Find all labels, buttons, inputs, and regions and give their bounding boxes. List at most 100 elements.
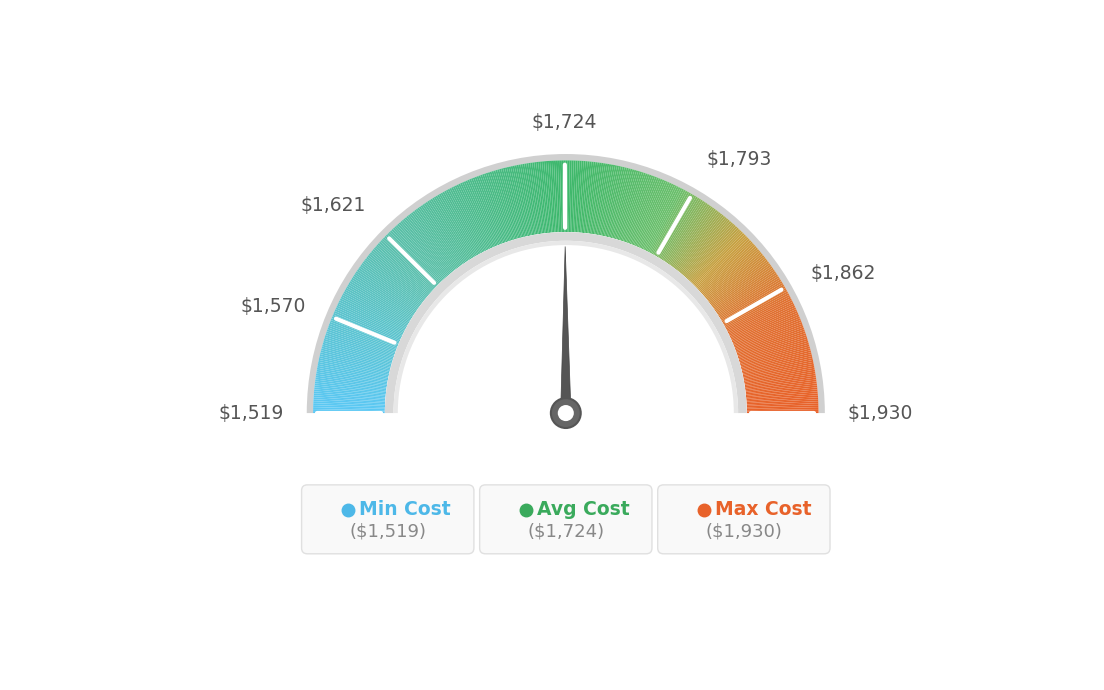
Wedge shape	[325, 335, 394, 359]
Wedge shape	[318, 364, 389, 380]
Wedge shape	[742, 356, 813, 373]
Wedge shape	[503, 168, 522, 238]
Wedge shape	[319, 356, 390, 373]
Wedge shape	[446, 190, 481, 254]
Wedge shape	[635, 179, 665, 246]
Wedge shape	[322, 344, 392, 365]
Wedge shape	[466, 180, 496, 247]
Wedge shape	[677, 213, 722, 271]
Wedge shape	[746, 389, 818, 397]
Wedge shape	[574, 161, 580, 233]
Wedge shape	[351, 277, 413, 317]
Wedge shape	[728, 298, 792, 332]
Wedge shape	[641, 184, 673, 249]
Wedge shape	[323, 339, 393, 362]
Polygon shape	[561, 246, 571, 427]
Wedge shape	[745, 384, 817, 393]
Wedge shape	[473, 177, 500, 245]
Wedge shape	[314, 391, 385, 399]
Wedge shape	[342, 293, 406, 328]
Wedge shape	[594, 164, 607, 235]
Text: ($1,519): ($1,519)	[349, 523, 426, 541]
Wedge shape	[709, 258, 766, 304]
Wedge shape	[322, 342, 392, 364]
Wedge shape	[626, 175, 651, 243]
Wedge shape	[617, 171, 640, 240]
Wedge shape	[650, 190, 686, 254]
Wedge shape	[315, 384, 386, 393]
Wedge shape	[691, 230, 742, 283]
Wedge shape	[633, 178, 660, 246]
Wedge shape	[625, 174, 649, 242]
Text: Min Cost: Min Cost	[359, 500, 450, 519]
Wedge shape	[417, 208, 460, 267]
Wedge shape	[743, 364, 814, 380]
Wedge shape	[491, 171, 514, 240]
Wedge shape	[733, 316, 800, 345]
Wedge shape	[675, 211, 719, 269]
Wedge shape	[746, 395, 818, 402]
Wedge shape	[743, 360, 814, 376]
Wedge shape	[496, 170, 517, 239]
Wedge shape	[337, 304, 403, 336]
Wedge shape	[314, 407, 385, 411]
Wedge shape	[746, 403, 818, 407]
Wedge shape	[597, 164, 612, 235]
Text: $1,724: $1,724	[532, 112, 597, 132]
FancyBboxPatch shape	[479, 485, 652, 554]
Wedge shape	[428, 199, 469, 261]
Wedge shape	[690, 229, 741, 282]
Wedge shape	[333, 311, 401, 342]
Wedge shape	[746, 400, 818, 404]
Wedge shape	[627, 175, 654, 244]
Wedge shape	[740, 344, 809, 365]
Wedge shape	[693, 235, 746, 286]
Wedge shape	[705, 252, 762, 299]
Wedge shape	[740, 342, 809, 364]
Wedge shape	[556, 161, 560, 233]
Wedge shape	[577, 161, 584, 233]
Wedge shape	[732, 313, 798, 342]
Wedge shape	[316, 373, 388, 386]
Wedge shape	[365, 258, 423, 304]
Wedge shape	[385, 232, 746, 413]
Wedge shape	[745, 385, 817, 395]
Wedge shape	[565, 160, 567, 232]
Wedge shape	[731, 311, 798, 342]
Wedge shape	[646, 186, 679, 251]
Wedge shape	[670, 206, 713, 266]
Wedge shape	[329, 324, 396, 351]
Wedge shape	[742, 352, 811, 371]
Wedge shape	[720, 279, 782, 319]
Wedge shape	[355, 271, 416, 313]
Wedge shape	[732, 315, 799, 344]
Wedge shape	[614, 169, 635, 239]
Wedge shape	[613, 169, 633, 239]
Wedge shape	[452, 187, 485, 252]
Wedge shape	[339, 300, 404, 333]
Wedge shape	[631, 177, 659, 245]
Wedge shape	[628, 176, 655, 244]
Wedge shape	[344, 290, 408, 326]
Wedge shape	[552, 161, 558, 233]
Wedge shape	[745, 375, 816, 388]
Wedge shape	[347, 286, 410, 324]
Wedge shape	[746, 387, 817, 396]
Wedge shape	[482, 174, 507, 242]
Wedge shape	[399, 222, 447, 277]
Wedge shape	[544, 161, 552, 233]
Wedge shape	[360, 264, 420, 308]
Wedge shape	[314, 395, 385, 402]
Wedge shape	[707, 255, 764, 301]
Wedge shape	[608, 167, 627, 237]
Wedge shape	[395, 225, 445, 279]
Wedge shape	[346, 288, 408, 325]
Wedge shape	[731, 309, 797, 340]
Wedge shape	[372, 249, 428, 297]
Wedge shape	[598, 164, 613, 235]
Wedge shape	[681, 218, 729, 275]
Wedge shape	[741, 346, 810, 366]
Wedge shape	[316, 375, 386, 388]
Wedge shape	[740, 341, 808, 362]
Wedge shape	[708, 257, 765, 302]
